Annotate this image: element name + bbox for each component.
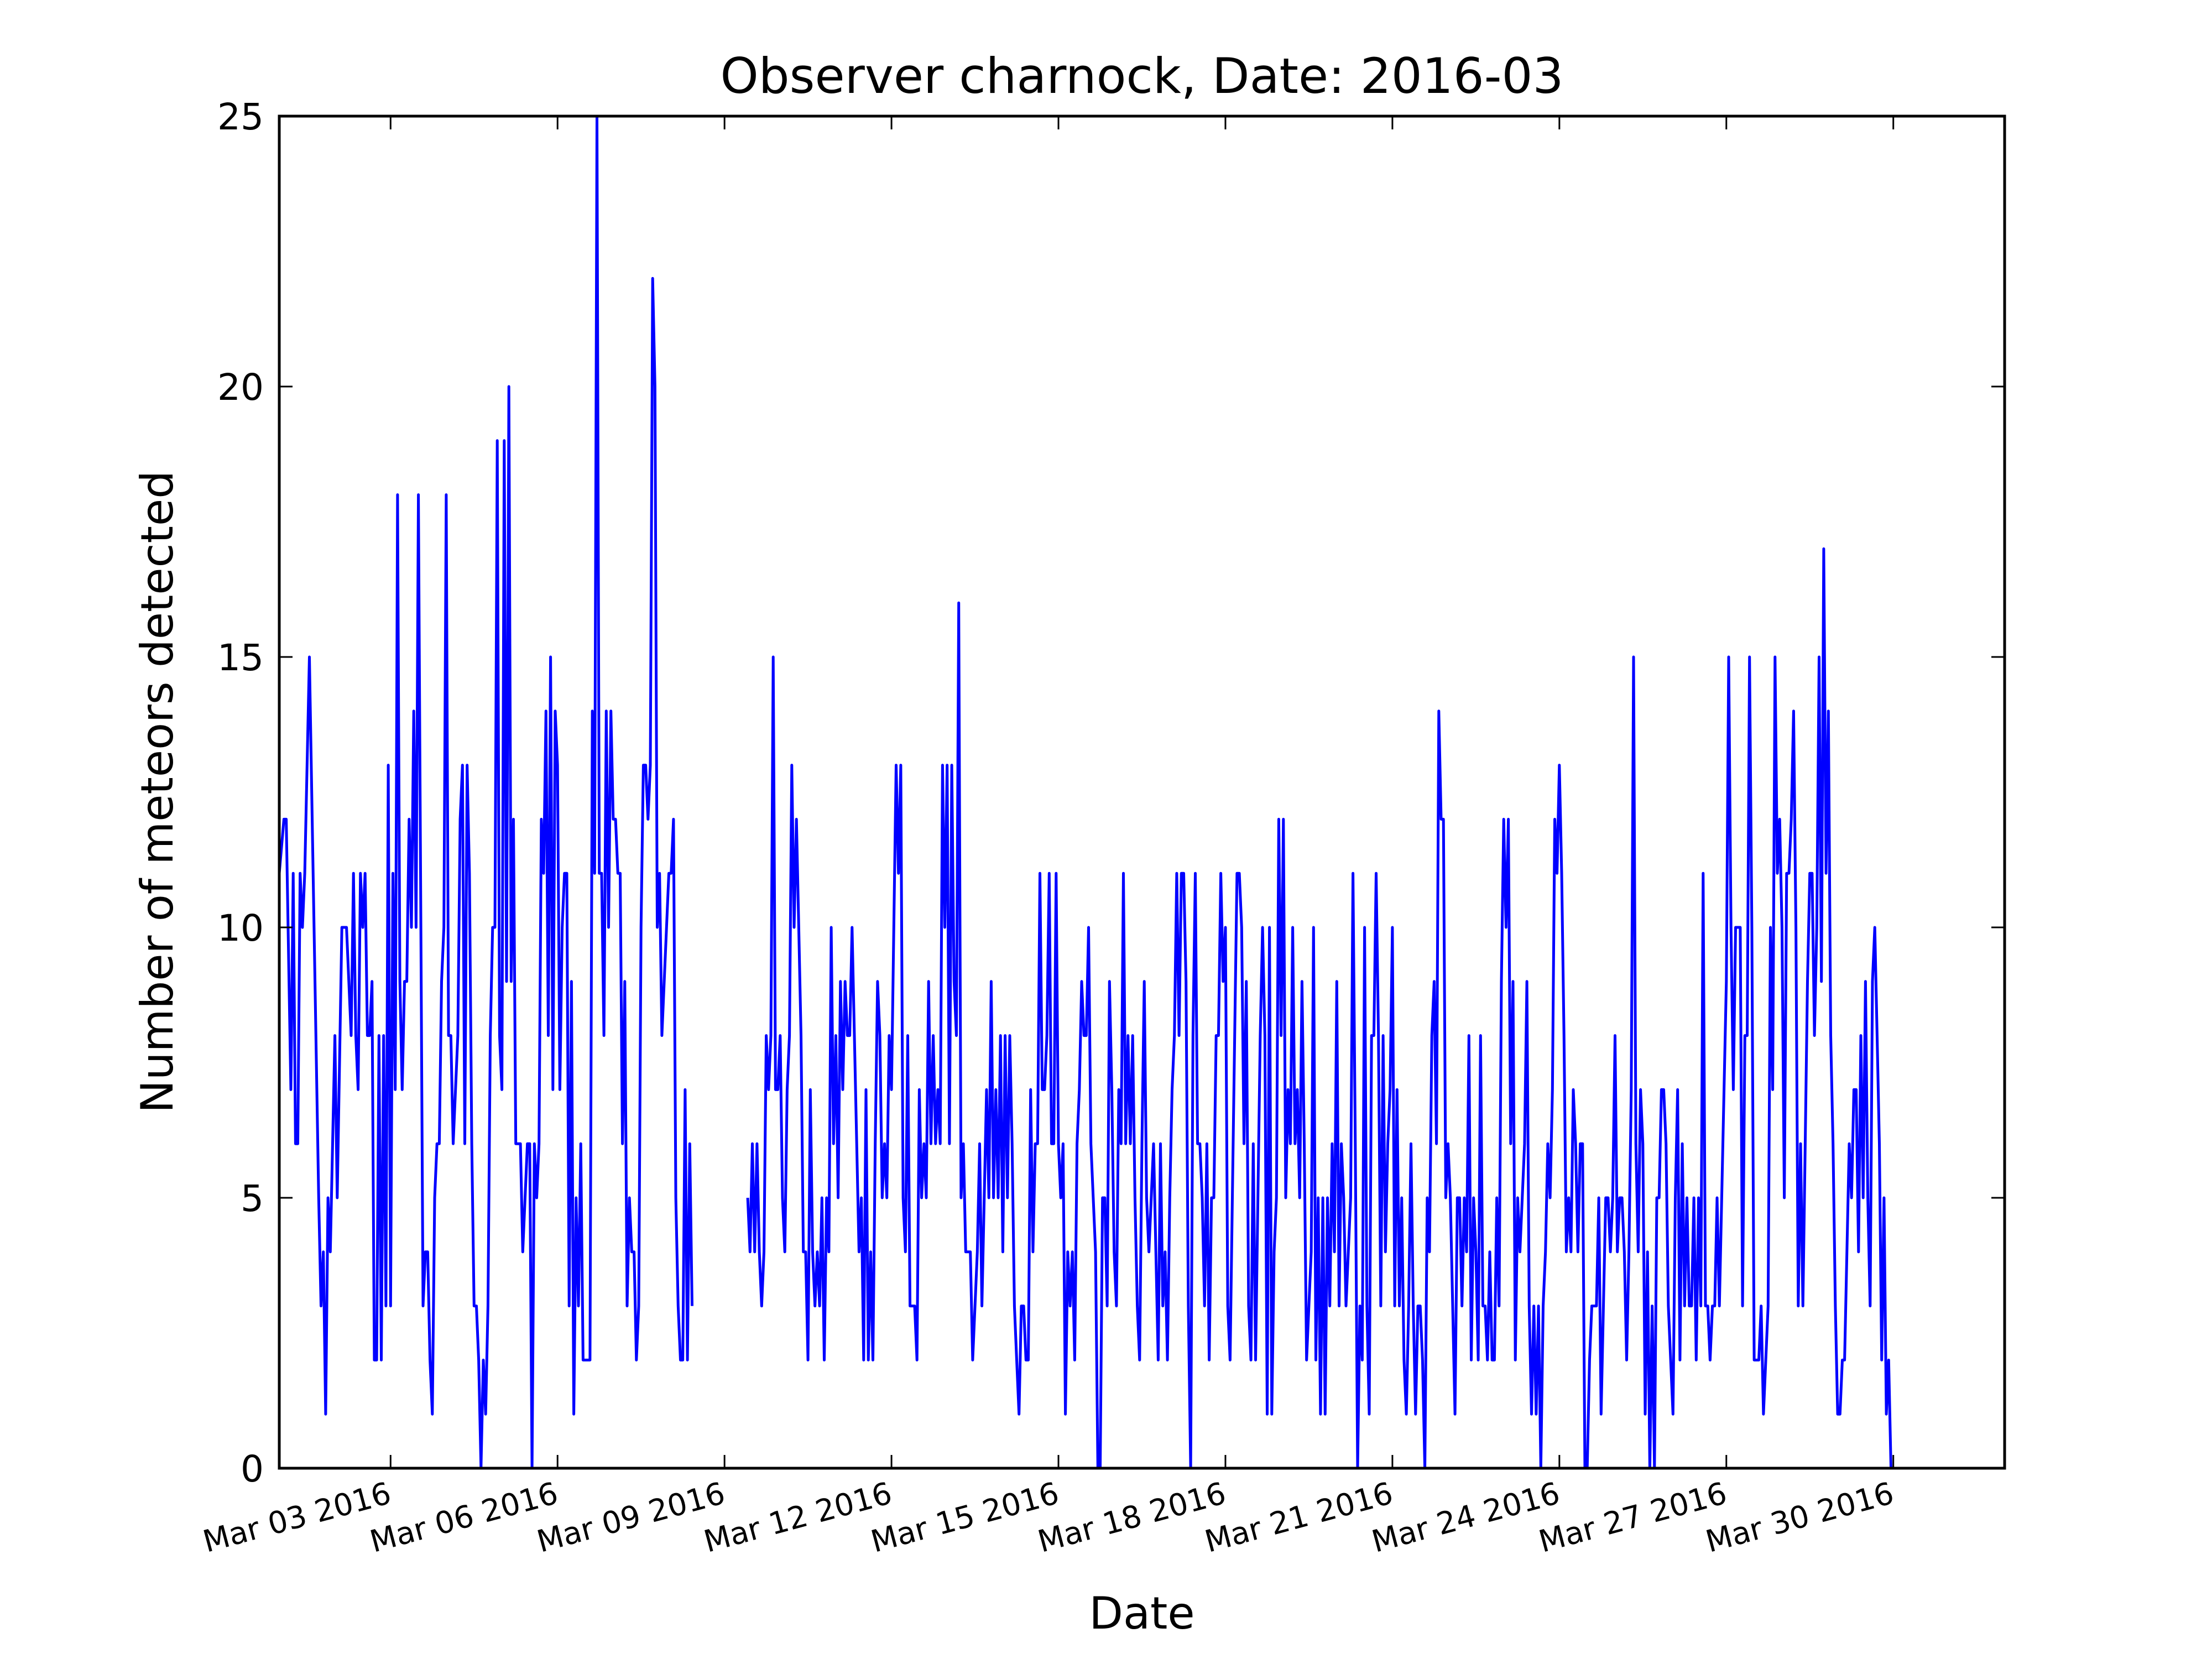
chart-title: Observer charnock, Date: 2016-03 [721,48,1564,105]
y-tick-label: 25 [217,96,264,138]
series-layer [278,114,1892,1470]
y-tick-label: 10 [217,907,264,950]
y-tick-label: 20 [217,366,264,409]
series-line-segment-2 [746,547,1892,1470]
y-tick-labels: 0 5 10 15 20 25 [217,96,264,1490]
series-line-segment-1 [278,114,693,1470]
y-tick-label: 0 [241,1448,264,1490]
ticks-layer [279,115,2005,1469]
y-tick-label: 15 [217,637,264,679]
x-axis-label: Date [1089,1588,1194,1639]
y-axis-label: Number of meteors detected [132,471,183,1113]
y-tick-label: 5 [241,1177,264,1220]
plot-frame [278,114,2006,1470]
